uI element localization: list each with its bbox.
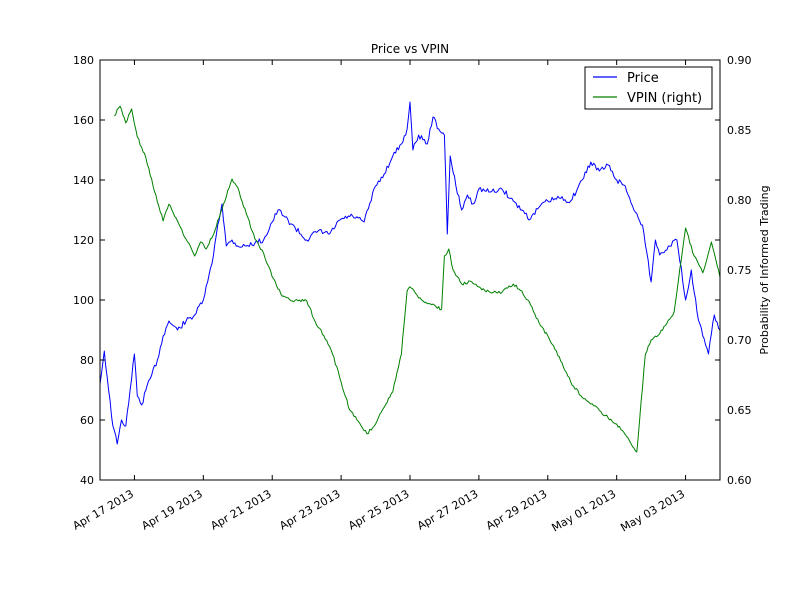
x-tick-label: Apr 21 2013 [208,487,273,532]
left-y-tick-label: 80 [80,354,94,367]
right-y-tick-label: 0.65 [727,404,752,417]
right-y-tick-label: 0.80 [727,194,752,207]
left-y-tick-label: 120 [73,234,94,247]
right-y-tick-label: 0.85 [727,124,752,137]
x-tick-label: Apr 29 2013 [484,487,549,532]
legend-label-vpin: VPIN (right) [627,91,702,106]
left-y-tick-label: 40 [80,474,94,487]
legend-label-price: Price [627,71,659,86]
x-tick-label: Apr 25 2013 [346,487,411,532]
x-tick-label: Apr 23 2013 [277,487,342,532]
x-axis: Apr 17 2013 Apr 19 2013 Apr 21 2013 Apr 23 … [71,60,687,534]
legend: Price VPIN (right) [584,66,713,110]
series-line-vpin [114,105,721,453]
right-y-tick-label: 0.70 [727,334,752,347]
right-y-axis-label: Probability of Informed Trading [758,185,771,354]
left-y-tick-label: 140 [73,174,94,187]
series-line-price [99,101,721,445]
left-y-tick-label: 100 [73,294,94,307]
left-y-tick-label: 180 [73,54,94,67]
x-tick-label: May 03 2013 [618,487,687,534]
plot-frame [99,59,721,481]
right-y-tick-label: 0.60 [727,474,752,487]
left-y-axis: 40 60 80 100 120 140 160 180 [73,54,720,487]
x-tick-label: Apr 19 2013 [139,487,204,532]
x-tick-label: Apr 17 2013 [71,487,136,532]
x-tick-label: May 01 2013 [550,487,619,534]
left-y-tick-label: 160 [73,114,94,127]
series-layer [99,101,721,453]
right-y-axis: 0.60 0.65 0.70 0.75 0.80 0.85 0.90 [727,54,752,487]
x-tick-label: Apr 27 2013 [415,487,480,532]
legend-box [584,66,713,110]
chart-title: Price vs VPIN [371,42,449,56]
left-y-tick-label: 60 [80,414,94,427]
right-y-tick-label: 0.75 [727,264,752,277]
right-y-tick-label: 0.90 [727,54,752,67]
